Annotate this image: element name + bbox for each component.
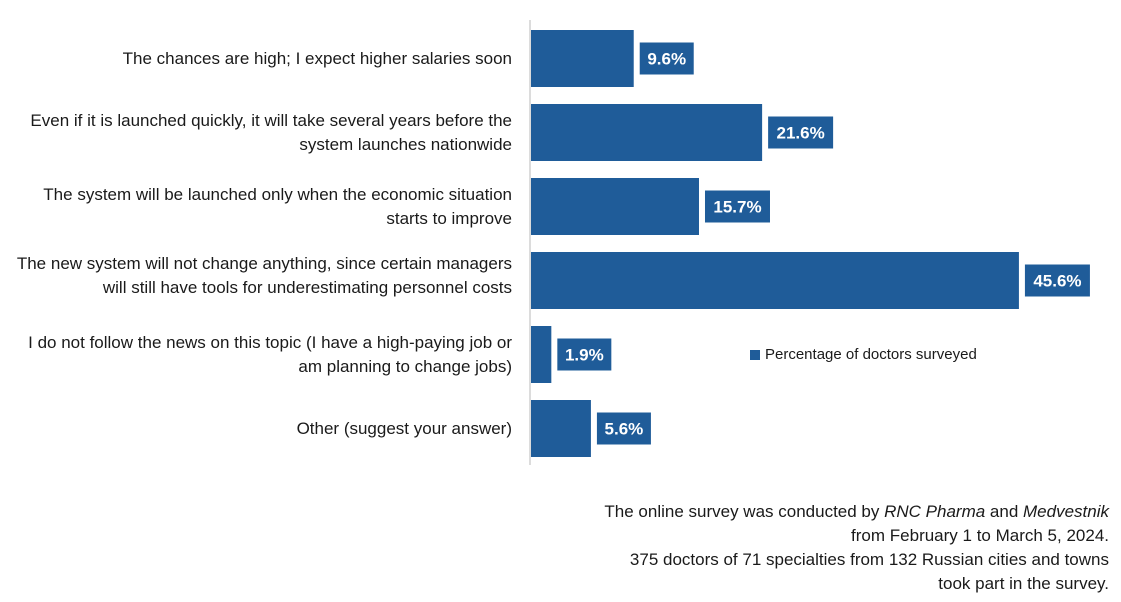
data-label-box: [557, 338, 612, 371]
category-label: The chances are high; I expect higher sa…: [122, 48, 512, 68]
category-label: Even if it is launched quickly, it will …: [30, 110, 512, 154]
data-label: 15.7%: [713, 198, 761, 217]
category-label: The system will be launched only when th…: [43, 184, 512, 228]
category-label: Other (suggest your answer): [296, 418, 512, 438]
note-line-1: The online survey was conducted by RNC P…: [604, 502, 1109, 521]
data-label-box: [1024, 264, 1090, 297]
bar: [531, 326, 552, 383]
data-label: 9.6%: [647, 50, 686, 69]
data-label: 5.6%: [605, 420, 644, 439]
data-label: 1.9%: [565, 346, 604, 365]
legend: Percentage of doctors surveyed: [750, 346, 977, 364]
data-label-box: [596, 412, 651, 445]
data-label: 21.6%: [777, 124, 825, 143]
data-label: 45.6%: [1033, 272, 1081, 291]
bar-chart: 9.6% 21.6% 15.7% 45.6% 1.9% 5.6%: [529, 20, 1090, 465]
bar: [531, 400, 591, 457]
note-line-4: took part in the survey.: [938, 574, 1109, 593]
bar: [531, 252, 1019, 309]
note-line-2: from February 1 to March 5, 2024.: [851, 526, 1109, 545]
survey-note: The online survey was conducted by RNC P…: [549, 500, 1109, 596]
bar: [531, 104, 763, 161]
data-label-box: [639, 42, 694, 75]
data-label-box: [768, 116, 834, 149]
data-label-box: [704, 190, 770, 223]
bar: [531, 178, 699, 235]
bar: [531, 30, 634, 87]
note-line-3: 375 doctors of 71 specialties from 132 R…: [629, 550, 1109, 569]
category-label: I do not follow the news on this topic (…: [28, 332, 512, 376]
category-label: The new system will not change anything,…: [16, 253, 512, 297]
legend-swatch: [750, 350, 760, 360]
legend-label: Percentage of doctors surveyed: [765, 346, 977, 363]
